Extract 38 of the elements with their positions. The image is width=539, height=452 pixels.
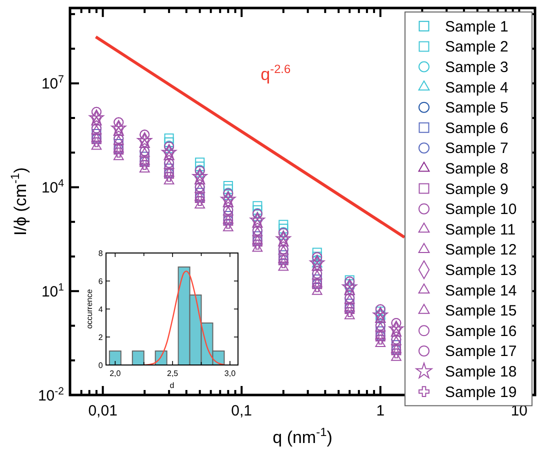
legend-label: Sample 15 — [445, 302, 517, 320]
y-tick-label: 6 — [98, 276, 104, 286]
legend-label: Sample 18 — [445, 364, 517, 380]
legend-label: Sample 7 — [445, 140, 508, 158]
legend-label: Sample 8 — [445, 160, 508, 178]
legend-label: Sample 3 — [445, 59, 508, 76]
legend-label: Sample 1 — [445, 18, 508, 36]
x-tick-label: 2,5 — [167, 368, 179, 378]
annotation: q$^{-2.6}$ — [260, 62, 291, 84]
legend-label: Sample 4 — [445, 79, 508, 96]
y-tick-label: 10$^{1}$ — [41, 281, 64, 300]
x-tick-label: 1 — [376, 402, 385, 420]
legend-label: Sample 19 — [445, 384, 517, 401]
legend-label: Sample 14 — [445, 282, 517, 300]
legend-label: Sample 13 — [445, 262, 517, 279]
legend-label: Sample 11 — [445, 221, 516, 238]
x-axis-title: d — [170, 381, 174, 390]
legend-label: Sample 5 — [445, 100, 508, 117]
legend-label: Sample 9 — [445, 180, 508, 198]
legend-label: Sample 17 — [445, 343, 517, 360]
x-tick-label: 0,01 — [88, 402, 118, 420]
x-tick-label: 0,1 — [231, 402, 252, 420]
legend-label: Sample 2 — [445, 38, 508, 56]
y-tick-label: 4 — [98, 304, 104, 314]
y-tick-label: 10$^{4}$ — [41, 177, 64, 196]
x-tick-label: 3,0 — [224, 368, 236, 378]
y-tick-label: 10$^{7}$ — [41, 74, 64, 93]
legend-label: Sample 12 — [445, 242, 517, 259]
y-tick-label: 2 — [98, 332, 104, 342]
legend-label: Sample 16 — [445, 322, 517, 340]
legend-label: Sample 6 — [445, 120, 508, 137]
y-tick-label: 8 — [98, 248, 104, 258]
y-tick-label: 10$^{-2}$ — [38, 385, 64, 404]
y-tick-label: 0 — [98, 360, 104, 370]
x-tick-label: 2,0 — [110, 368, 122, 378]
legend-label: Sample 10 — [445, 201, 517, 218]
y-axis-title: occurrence — [85, 288, 94, 329]
x-axis-title: q (nm$^{-1}$) — [272, 425, 332, 447]
